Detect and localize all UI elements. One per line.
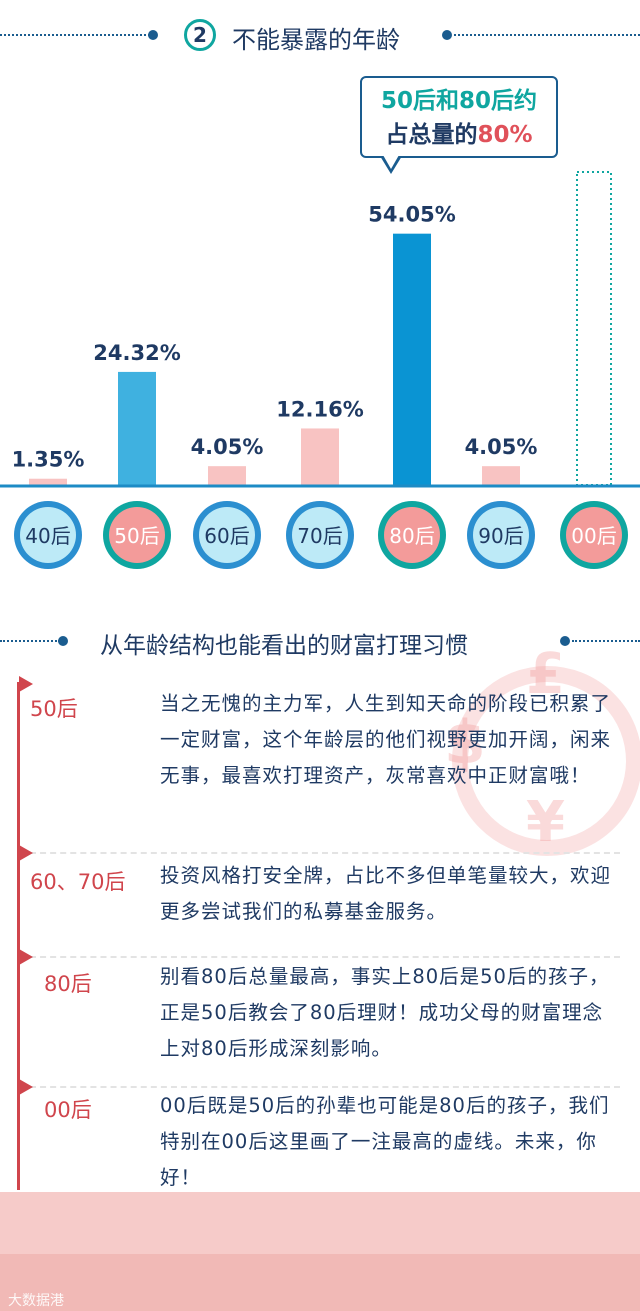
age-bar-chart: 1.35% 24.32% 4.05% 12.16% 54.05% 4.05% 40后 50后 6… bbox=[0, 171, 640, 569]
category-label-4: 80后 bbox=[389, 524, 434, 548]
era-desc-60-70: 投资风格打安全牌，占比不多但单笔量较大，欢迎更多尝试我们的私募基金服务。 bbox=[160, 864, 612, 923]
category-label-3: 70后 bbox=[297, 524, 342, 548]
footer-band-top bbox=[0, 1192, 640, 1254]
category-fill-5 bbox=[473, 507, 529, 563]
timeline-separator bbox=[30, 956, 620, 958]
section2-title: 从年龄结构也能看出的财富打理习惯 bbox=[100, 633, 468, 659]
callout-box: 50后和80后约 占总量的80% bbox=[360, 76, 558, 158]
yen-icon: ¥ bbox=[526, 790, 565, 855]
era-desc-80: 别看80后总量最高，事实上80后是50后的孩子，正是50后教会了80后理财！成功… bbox=[160, 965, 610, 1060]
timeline-flag-50 bbox=[19, 676, 33, 692]
category-fill-0 bbox=[20, 507, 76, 563]
category-fill-2 bbox=[199, 507, 255, 563]
footer-band-bottom bbox=[0, 1254, 640, 1311]
callout-line-2: 占总量的80% bbox=[362, 118, 556, 152]
value-label-cat-3: 12.16% bbox=[276, 397, 363, 421]
section2-dot-right bbox=[560, 636, 570, 646]
section-title: 不能暴露的年龄 bbox=[232, 26, 400, 54]
category-label-0: 40后 bbox=[25, 524, 70, 548]
section2-dot-left bbox=[58, 636, 68, 646]
category-fill-6 bbox=[566, 507, 622, 563]
title-dot-right bbox=[442, 30, 452, 40]
category-label-2: 60后 bbox=[204, 524, 249, 548]
title-dotted-line-right bbox=[454, 34, 640, 36]
timeline-flag-00 bbox=[19, 1079, 33, 1095]
value-label-cat-5: 4.05% bbox=[465, 435, 538, 459]
category-fill-3 bbox=[292, 507, 348, 563]
callout-highlight: 80% bbox=[477, 122, 533, 148]
callout-line-1: 50后和80后约 bbox=[380, 88, 537, 114]
bar-cat-2 bbox=[208, 466, 246, 485]
currency-decoration: £ $ ¥ bbox=[440, 640, 640, 890]
pound-icon: £ bbox=[526, 642, 565, 707]
section2-dotted-line-right bbox=[572, 640, 640, 642]
dollar-icon: $ bbox=[444, 708, 486, 778]
timeline-flag-60-70 bbox=[19, 845, 33, 861]
bar-dotted-cat-6 bbox=[576, 171, 612, 486]
era-label-50: 50后 bbox=[30, 697, 78, 721]
section2-dotted-line-left bbox=[0, 640, 60, 642]
timeline-separator bbox=[30, 1086, 620, 1088]
timeline-line bbox=[17, 682, 20, 1190]
value-label-cat-2: 4.05% bbox=[191, 435, 264, 459]
bar-cat-3 bbox=[301, 428, 339, 485]
era-desc-00: 00后既是50后的孙辈也可能是80后的孩子，我们特别在00后这里画了一注最高的虚… bbox=[160, 1094, 610, 1189]
era-label-80: 80后 bbox=[44, 972, 92, 996]
value-label-cat-0: 1.35% bbox=[12, 448, 85, 472]
watermark: 大数据港 bbox=[8, 1293, 64, 1309]
era-label-60-70: 60、70后 bbox=[30, 870, 126, 894]
category-label-5: 90后 bbox=[478, 524, 523, 548]
bar-cat-5 bbox=[482, 466, 520, 485]
timeline-separator bbox=[30, 852, 620, 854]
bar-cat-4 bbox=[393, 233, 431, 485]
era-label-00: 00后 bbox=[44, 1098, 92, 1122]
category-label-1: 50后 bbox=[114, 524, 159, 548]
bar-cat-0 bbox=[29, 478, 67, 485]
callout-tail-inner bbox=[383, 155, 399, 169]
title-dotted-line-left bbox=[0, 34, 150, 36]
category-label-6: 00后 bbox=[571, 524, 616, 548]
callout-line-2-prefix: 占总量的 bbox=[385, 122, 478, 148]
value-label-cat-1: 24.32% bbox=[93, 341, 180, 365]
bar-cat-1 bbox=[118, 371, 156, 485]
value-label-cat-4: 54.05% bbox=[368, 203, 455, 227]
category-fill-4 bbox=[384, 507, 440, 563]
category-fill-1 bbox=[109, 507, 165, 563]
title-dot-left bbox=[148, 30, 158, 40]
era-desc-50: 当之无愧的主力军，人生到知天命的阶段已积累了一定财富，这个年龄层的他们视野更加开… bbox=[160, 692, 612, 787]
timeline-flag-80 bbox=[19, 949, 33, 965]
section-number-badge: 2 bbox=[184, 19, 216, 51]
